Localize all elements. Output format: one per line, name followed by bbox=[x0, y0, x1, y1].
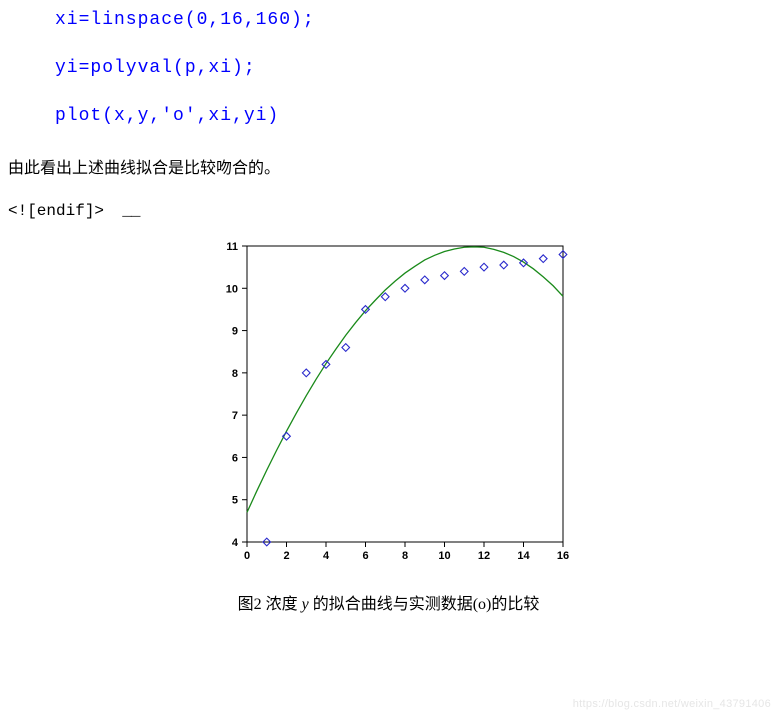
fit-chart: 0 2 4 6 8 10 12 14 16 4 5 6 7 8 9 10 11 bbox=[199, 236, 579, 566]
endif-marker: <![endif]> __ bbox=[8, 202, 777, 220]
svg-text:2: 2 bbox=[283, 550, 289, 562]
chart-container: 0 2 4 6 8 10 12 14 16 4 5 6 7 8 9 10 11 bbox=[0, 236, 777, 566]
svg-text:8: 8 bbox=[231, 368, 237, 380]
code-line-1: xi=linspace(0,16,160); bbox=[55, 10, 777, 30]
caption-var-y: y bbox=[298, 596, 313, 613]
svg-text:0: 0 bbox=[243, 550, 249, 562]
svg-text:16: 16 bbox=[556, 550, 568, 562]
code-line-3: plot(x,y,'o',xi,yi) bbox=[55, 106, 777, 126]
caption-prefix: 图2 浓度 bbox=[238, 596, 298, 613]
watermark: https://blog.csdn.net/weixin_43791406 bbox=[573, 698, 771, 710]
caption-mid: 的拟合曲线与实测数据(o)的比较 bbox=[313, 596, 540, 613]
figure-caption: 图2 浓度 y 的拟合曲线与实测数据(o)的比较 bbox=[0, 590, 777, 614]
svg-text:6: 6 bbox=[362, 550, 368, 562]
code-line-2: yi=polyval(p,xi); bbox=[55, 58, 777, 78]
paragraph-fit-summary: 由此看出上述曲线拟合是比较吻合的。 bbox=[8, 154, 777, 178]
svg-text:12: 12 bbox=[477, 550, 489, 562]
svg-text:9: 9 bbox=[231, 326, 237, 338]
svg-text:6: 6 bbox=[231, 452, 237, 464]
svg-text:4: 4 bbox=[322, 550, 329, 562]
svg-text:4: 4 bbox=[231, 537, 238, 549]
endif-text: <![endif]> bbox=[8, 202, 104, 220]
svg-text:7: 7 bbox=[231, 410, 237, 422]
svg-text:8: 8 bbox=[401, 550, 407, 562]
svg-text:5: 5 bbox=[231, 495, 237, 507]
underscore-marker: __ bbox=[114, 202, 140, 220]
svg-text:10: 10 bbox=[438, 550, 450, 562]
svg-text:10: 10 bbox=[225, 283, 237, 295]
svg-text:11: 11 bbox=[226, 241, 238, 253]
svg-text:14: 14 bbox=[517, 550, 530, 562]
